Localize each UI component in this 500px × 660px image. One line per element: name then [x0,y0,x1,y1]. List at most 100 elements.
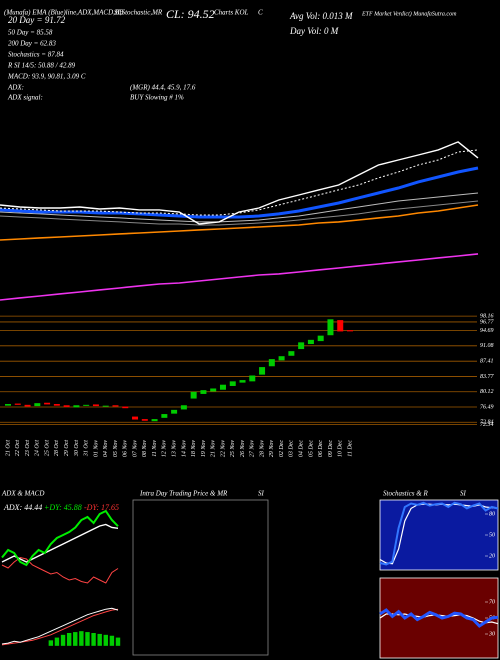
candle-body [288,351,295,356]
x-tick-label: 04 Nov [102,440,109,458]
candle-body [44,402,51,405]
histogram-bar [73,632,78,646]
annotation: +DY: 45.88 [44,503,82,512]
line [1,523,119,563]
histogram-bar [79,631,84,646]
verdict: ETF Market Verdict) MunafaSutra.com [361,10,457,17]
x-tick-label: 18 Nov [191,440,197,458]
candle-body [190,391,197,399]
line [0,192,479,223]
histogram-bar [91,633,96,646]
histogram-bar [109,635,115,646]
line [1,509,119,567]
x-tick-label: 27 Nov [250,440,256,458]
x-tick-label: 25 Nov [230,440,236,458]
candle-body [102,405,109,407]
rsi: R SI 14/5: 50.88 / 42.89 [7,62,76,70]
y-tick-label: 96.77 [480,319,495,325]
x-tick-label: 09 Dec [328,440,334,457]
y-tick-label: 98.16 [480,313,494,319]
panel-title: Intra Day Trading Price & MR [139,490,228,498]
candle-body [34,403,41,407]
ma200: 200 Day = 62.83 [8,40,56,48]
histogram-bar [60,634,66,646]
histogram-bar [66,633,72,646]
ma20: 20 Day = 91.72 [8,15,66,25]
adx-values: (MGR) 44.4, 45.9, 17.6 [130,84,196,92]
panel-title: Stochastics & R [383,490,428,498]
histogram-bar [103,634,108,646]
candle-body [219,384,226,390]
x-tick-label: 24 Oct [34,440,41,456]
x-tick-label: 07 Nov [132,440,138,458]
y-tick-label: 80 [489,511,495,517]
candle-body [112,405,119,407]
line [379,501,499,566]
studies: (Munafa) EMA (Blue)line,ADX,MACD,BB [4,9,124,17]
candle-body [83,404,90,406]
candle-body [92,404,99,407]
candle-body [317,335,324,342]
x-tick-label: 22 Oct [15,440,21,456]
line [0,253,479,301]
x-tick-label: 26 Nov [240,440,246,458]
x-tick-label: 04 Dec [298,440,305,457]
y-tick-label: 80.12 [480,389,494,395]
x-tick-label: 25 Oct [44,440,50,456]
y-tick-label: 91.08 [480,343,494,349]
x-tick-label: 13 Nov [171,440,177,458]
panel-subtitle: SI [258,490,265,498]
histogram-bar [48,640,54,646]
x-tick-label: 14 Nov [180,440,187,458]
x-tick-label: 03 Dec [289,440,295,457]
candle-body [327,319,334,336]
candle-body [278,356,285,361]
x-tick-label: 28 Nov [259,440,265,458]
histogram-bar [115,637,121,646]
line [1,607,119,645]
candle-body [151,419,158,422]
panel-frame [379,499,499,571]
x-tick-label: 21 Nov [211,440,217,458]
avg-vol: Avg Vol: 0.013 M [289,11,353,21]
y-tick-label: 83.77 [480,374,495,380]
candle-body [200,390,207,394]
x-tick-label: 05 Nov [113,440,119,458]
stoch: Stochastics = 87.84 [8,51,64,59]
c: C [258,9,263,17]
y-tick-label: 20 [489,553,495,559]
candle-body [161,414,168,418]
candle-body [132,416,139,420]
x-tick-label: 12 Nov [162,440,168,458]
panel-background [380,500,498,570]
candle-body [347,330,353,332]
line [0,141,479,225]
candle-body [268,359,275,367]
candle-body [307,339,314,345]
candle-body [210,388,217,392]
y-tick-label: 72.84 [480,419,494,426]
candle-body [5,404,11,406]
studies2: SI,Stochastic,MR [114,9,163,17]
charts: Charts KOL [214,9,249,17]
annotation: ADX: 44.44 [3,503,42,512]
close: CL: 94.52 [166,7,215,21]
line [1,556,119,584]
candle-body [259,367,266,375]
candle-body [122,406,129,409]
x-tick-label: 31 Oct [84,440,90,457]
y-tick-label: 94.69 [480,327,494,334]
candle-body [63,405,70,407]
candle-body [229,381,236,386]
adx-signal: ADX signal: [7,94,43,102]
x-tick-label: 30 Oct [74,440,80,457]
candle-body [239,380,246,383]
x-tick-label: 08 Nov [142,440,148,458]
candle-body [249,375,256,382]
candle-body [14,403,21,405]
candle-body [298,342,305,350]
signal: BUY Slowing # 1% [130,94,184,102]
line [0,200,479,226]
annotation: -DY: 17.65 [84,503,119,512]
